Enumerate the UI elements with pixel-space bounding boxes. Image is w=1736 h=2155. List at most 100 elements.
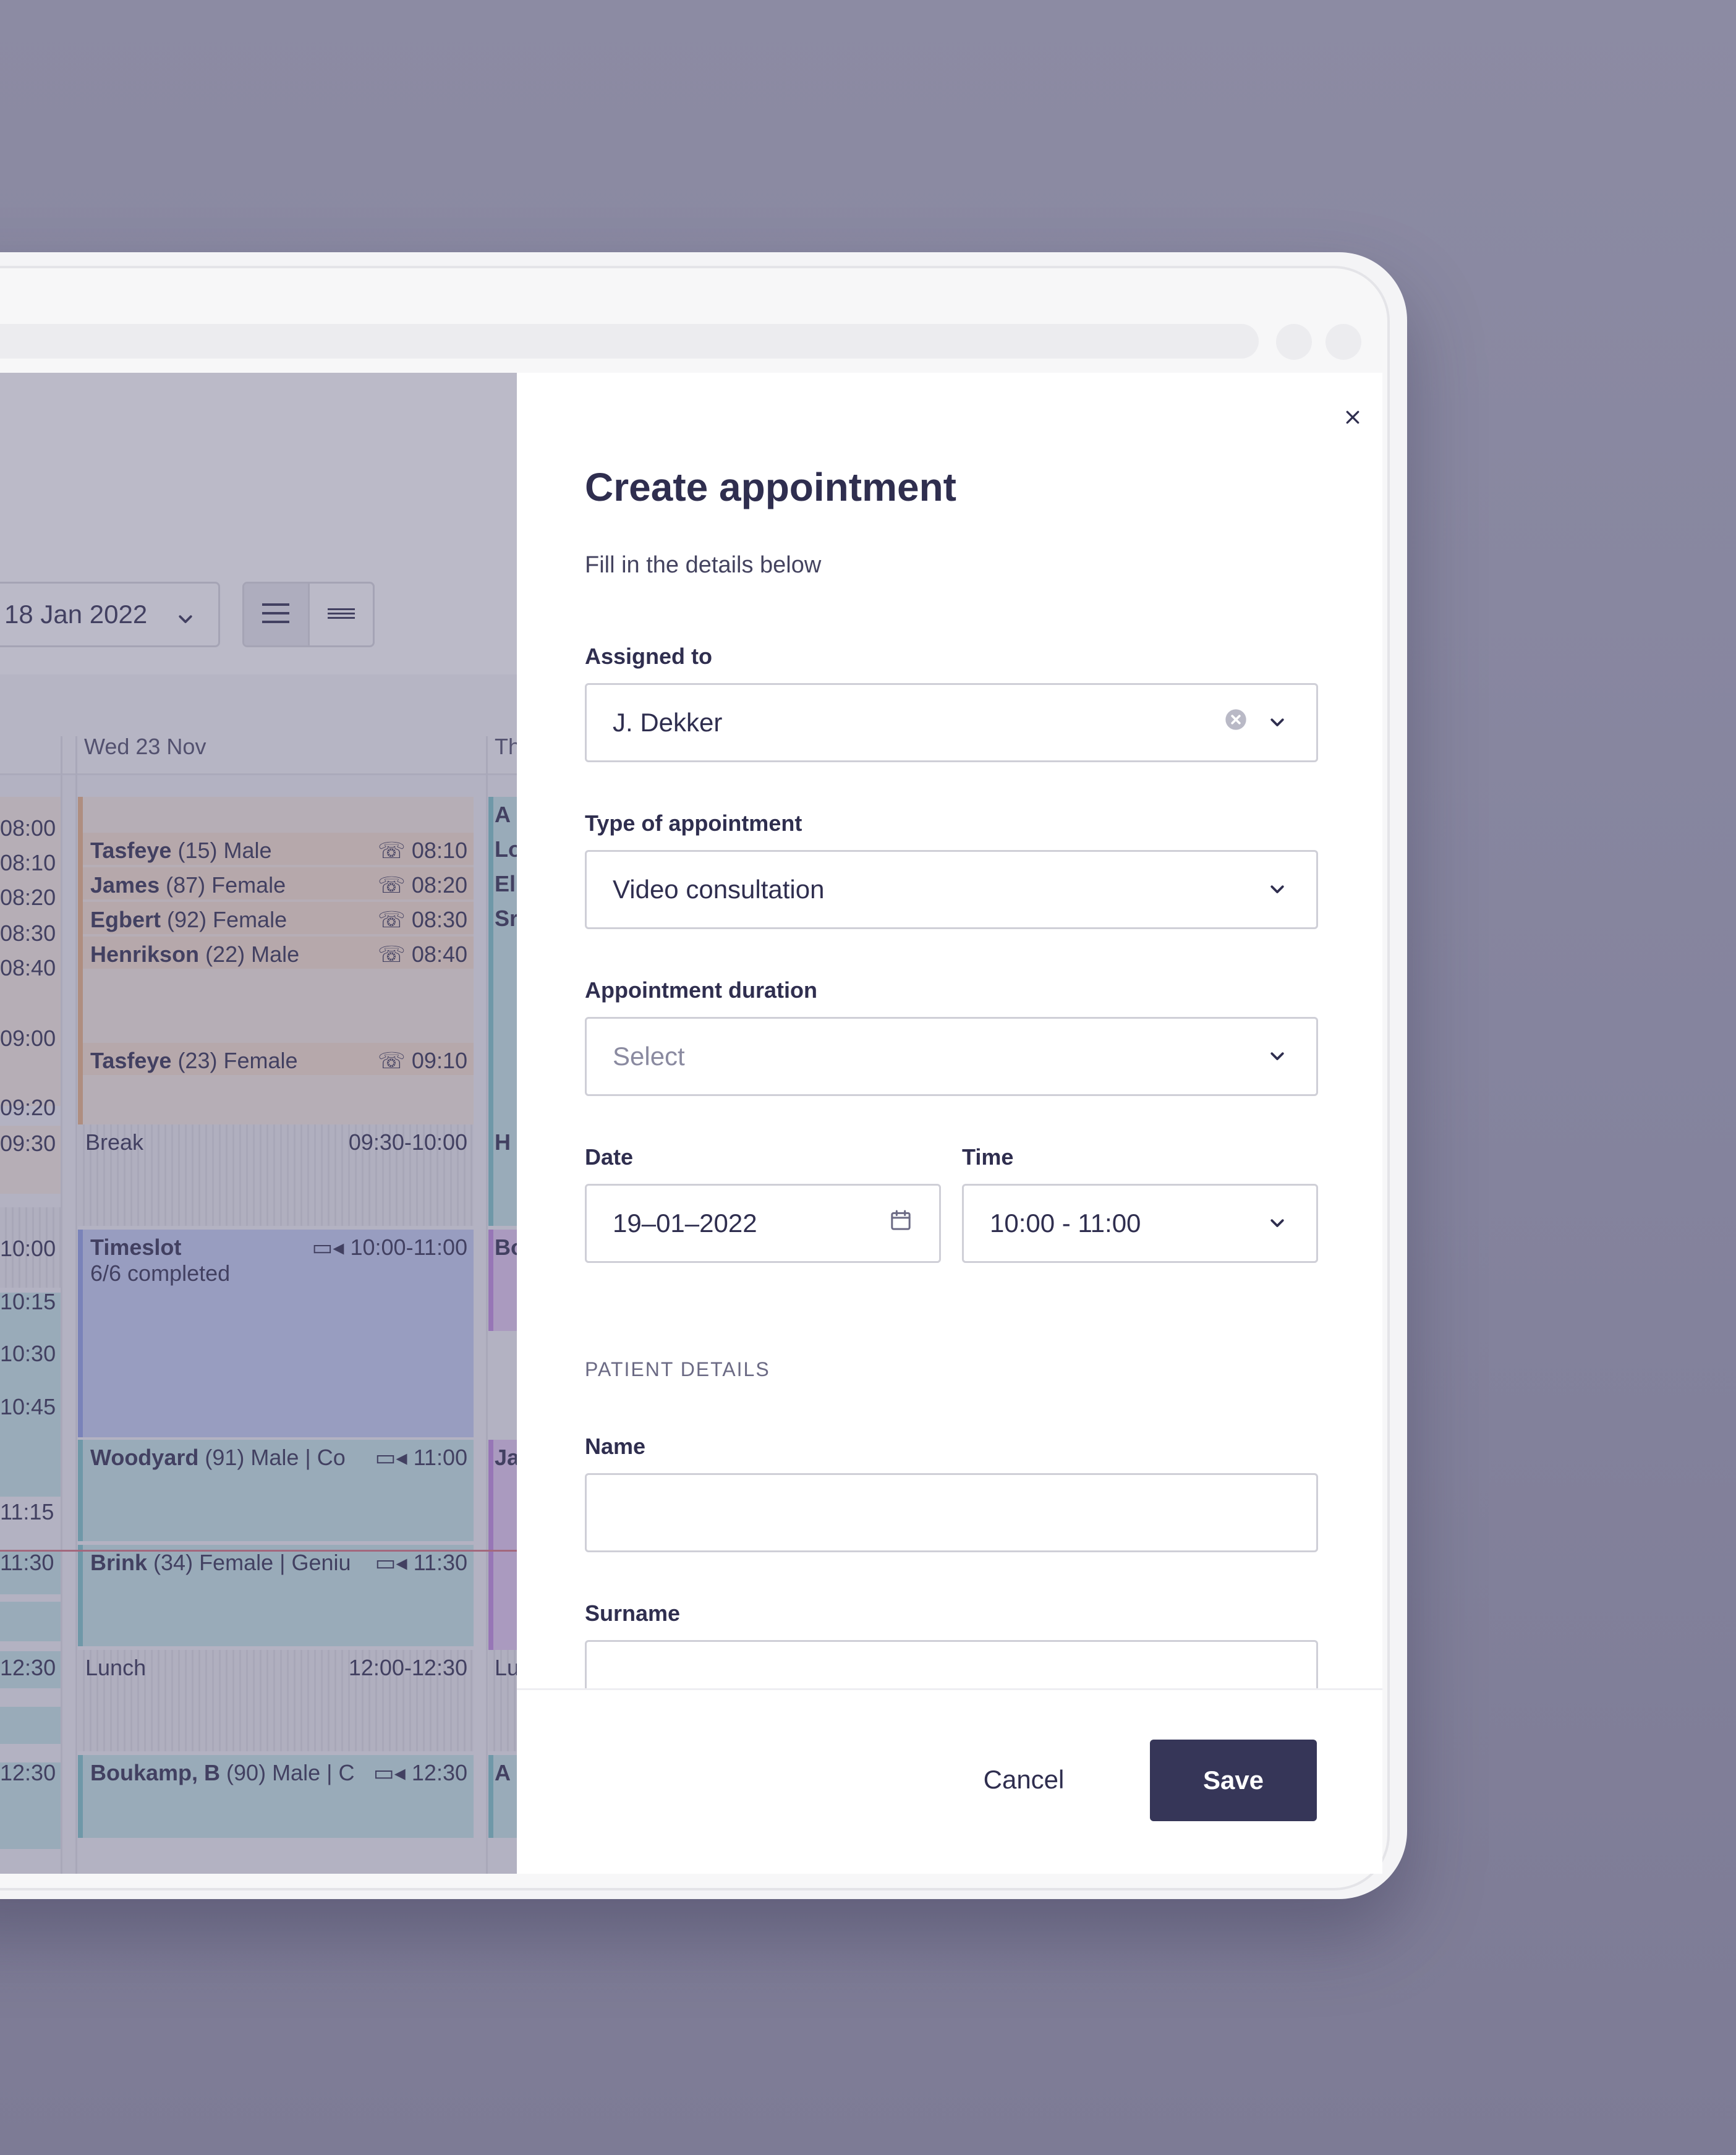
- patient-name: Egbert: [90, 907, 161, 932]
- patient-details-heading: PATIENT DETAILS: [585, 1358, 770, 1380]
- name-input[interactable]: [585, 1473, 1318, 1552]
- event-item[interactable]: Boukamp, B (90) Male | C ▭◂ 12:30: [78, 1755, 474, 1838]
- event-letter: H: [495, 1129, 511, 1155]
- event-block[interactable]: [0, 1707, 61, 1744]
- event-block[interactable]: [0, 1651, 61, 1688]
- time-label: 10:30: [0, 1341, 56, 1366]
- event-letter: A: [495, 1760, 511, 1785]
- time-label: 10:15: [0, 1289, 56, 1314]
- assigned-value: J. Dekker: [613, 708, 723, 737]
- drawer-subtitle: Fill in the details below: [585, 552, 822, 578]
- name-label: Name: [585, 1434, 646, 1459]
- event-time: 09:10: [411, 1048, 467, 1073]
- save-button[interactable]: Save: [1150, 1740, 1317, 1821]
- event-time: 11:30: [413, 1550, 467, 1575]
- event-item[interactable]: Tasfeye (15) Male ☏ 08:10: [83, 833, 474, 865]
- patient-name: Woodyard: [90, 1445, 199, 1470]
- date-range-select[interactable]: 18 Jan 2022: [0, 582, 220, 647]
- event-item[interactable]: James (87) Female ☏ 08:20: [83, 867, 474, 899]
- duration-label: Appointment duration: [585, 977, 817, 1003]
- event-letter: El: [495, 871, 516, 896]
- list-view-button[interactable]: [244, 584, 310, 645]
- patient-name: Brink: [90, 1550, 148, 1575]
- app-screen: 18 Jan 2022 Wed 23 N: [0, 373, 1382, 1874]
- lunch-label: Lunch: [85, 1655, 147, 1680]
- patient-info: (22) Male: [205, 941, 300, 967]
- chevron-down-icon: [1268, 1209, 1287, 1238]
- event-item[interactable]: Egbert (92) Female ☏ 08:30: [83, 902, 474, 934]
- patient-info: (90) Male | C: [226, 1760, 355, 1785]
- event-block[interactable]: [0, 1126, 61, 1194]
- time-label: 08:30: [0, 920, 56, 946]
- video-icon: ▭◂: [312, 1235, 344, 1260]
- close-button[interactable]: [1334, 400, 1371, 437]
- event-block[interactable]: [0, 797, 61, 1106]
- compact-view-button[interactable]: [310, 584, 373, 645]
- time-label: 09:20: [0, 1095, 56, 1120]
- calendar-toolbar: 18 Jan 2022: [0, 373, 517, 674]
- assigned-label: Assigned to: [585, 644, 713, 669]
- time-label: Time: [962, 1144, 1014, 1170]
- video-icon: ▭◂: [373, 1760, 406, 1785]
- column-divider: [61, 736, 62, 1874]
- patient-name: Tasfeye: [90, 1048, 172, 1073]
- address-bar[interactable]: [0, 324, 1259, 359]
- duration-select[interactable]: Select: [585, 1017, 1318, 1096]
- time-label: 12:30: [0, 1655, 56, 1680]
- break-label: Break: [85, 1129, 144, 1155]
- browser-button[interactable]: [1276, 324, 1312, 360]
- event-block[interactable]: [0, 1602, 61, 1641]
- day-header: Wed 23 Nov: [84, 734, 206, 759]
- range-separator: -: [404, 1129, 412, 1155]
- cancel-button[interactable]: Cancel: [959, 1740, 1088, 1820]
- type-select[interactable]: Video consultation: [585, 850, 1318, 929]
- event-block[interactable]: [0, 1293, 61, 1497]
- phone-icon: ☏: [377, 1048, 406, 1073]
- clear-icon[interactable]: [1223, 707, 1248, 738]
- time-label: 12:30: [0, 1760, 56, 1785]
- lunch-block[interactable]: Lunch 12:00-12:30: [78, 1650, 474, 1751]
- type-value: Video consultation: [613, 875, 825, 904]
- patient-name: Tasfeye: [90, 838, 172, 863]
- time-value: 10:00 - 11:00: [990, 1209, 1141, 1238]
- event-item[interactable]: Woodyard (91) Male | Co ▭◂ 11:00: [78, 1440, 474, 1541]
- date-value: 19–01–2022: [613, 1209, 757, 1238]
- range-separator: -: [406, 1235, 414, 1260]
- event-time: 08:10: [411, 838, 467, 863]
- assigned-select[interactable]: J. Dekker: [585, 683, 1318, 762]
- modal-overlay[interactable]: [0, 373, 517, 1874]
- date-input[interactable]: 19–01–2022: [585, 1184, 941, 1263]
- time-select[interactable]: 10:00 - 11:00: [962, 1184, 1318, 1263]
- event-block[interactable]: [0, 1207, 61, 1288]
- event-item[interactable]: Henrikson (22) Male ☏ 08:40: [83, 937, 474, 969]
- event-time: 08:20: [411, 872, 467, 898]
- event-time: 08:40: [411, 941, 467, 967]
- patient-name: Boukamp, B: [90, 1760, 221, 1785]
- time-start: 09:30: [348, 1129, 404, 1155]
- timeslot-block[interactable]: Timeslot 6/6 completed ▭◂ 10:00-11:00: [78, 1230, 474, 1437]
- chevron-down-icon: [1268, 1042, 1287, 1071]
- drawer-footer: Cancel Save: [517, 1688, 1382, 1874]
- view-toggle: [242, 582, 375, 647]
- column-divider: [486, 736, 488, 1874]
- break-block[interactable]: Break 09:30-10:00: [78, 1124, 474, 1226]
- time-label: 08:20: [0, 885, 56, 910]
- event-item[interactable]: Brink (34) Female | Geniu ▭◂ 11:30: [78, 1545, 474, 1646]
- event-block[interactable]: [0, 1551, 61, 1594]
- patient-info: (34) Female | Geniu: [153, 1550, 351, 1575]
- surname-label: Surname: [585, 1600, 681, 1626]
- type-label: Type of appointment: [585, 810, 802, 836]
- drawer-title: Create appointment: [585, 465, 956, 509]
- calendar-icon[interactable]: [888, 1208, 913, 1239]
- event-block[interactable]: [0, 1762, 61, 1849]
- event-letter: A: [495, 802, 511, 827]
- browser-button[interactable]: [1325, 324, 1361, 360]
- event-item[interactable]: Tasfeye (23) Female ☏ 09:10: [83, 1043, 474, 1075]
- calendar-panel: 18 Jan 2022 Wed 23 N: [0, 373, 525, 1874]
- patient-info: (92) Female: [167, 907, 287, 932]
- timeslot-title: Timeslot: [90, 1235, 182, 1260]
- time-end: 12:30: [411, 1655, 467, 1680]
- event-letter: Sr: [495, 906, 519, 931]
- chevron-down-icon: [1268, 708, 1287, 737]
- phone-icon: ☏: [377, 941, 406, 967]
